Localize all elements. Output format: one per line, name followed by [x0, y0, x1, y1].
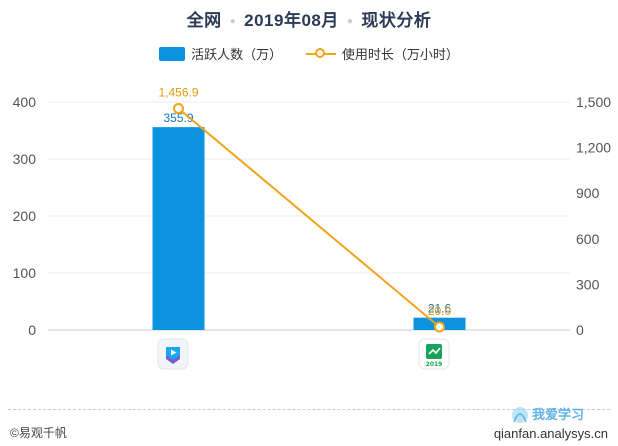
legend: 活跃人数（万） 使用时长（万小时） [0, 44, 618, 64]
green-app-icon: 2019 [418, 338, 450, 370]
watermark-logo: 我爱学习 [510, 402, 610, 428]
y-right-tick-label: 1,500 [576, 94, 611, 110]
y-right-tick-label: 300 [576, 276, 600, 292]
y-left-tick-label: 400 [13, 94, 37, 110]
line-data-label: 1,456.9 [158, 86, 198, 100]
legend-line-label: 使用时长（万小时） [341, 47, 459, 62]
title-part-2: 2019年08月 [244, 11, 339, 30]
video-app-icon [157, 338, 189, 370]
legend-bar-label: 活跃人数（万） [191, 47, 283, 62]
y-left-tick-label: 100 [13, 265, 37, 281]
line-point [173, 103, 184, 115]
title-part-3: 现状分析 [361, 11, 432, 30]
y-right-tick-label: 900 [576, 185, 600, 201]
title-separator-1: ● [229, 16, 237, 28]
legend-item-line[interactable]: 使用时长（万小时） [305, 44, 459, 63]
title-separator-2: ● [346, 16, 354, 28]
y-left-tick-label: 200 [13, 208, 37, 224]
bar-data-label: 21.6 [428, 302, 452, 316]
line-series [177, 107, 441, 328]
legend-item-bar[interactable]: 活跃人数（万） [159, 44, 282, 63]
line-data-label: 20.0 [428, 304, 452, 318]
chart-title: 全网 ● 2019年08月 ● 现状分析 [0, 6, 618, 31]
svg-text:我爱学习: 我爱学习 [532, 407, 584, 423]
bar [152, 127, 205, 331]
y-left-tick-label: 300 [13, 151, 37, 167]
footer-url[interactable]: qianfan.analysys.cn [493, 426, 608, 441]
y-left-tick-label: 0 [28, 322, 36, 338]
footer-copyright: ©易观千帆 [10, 426, 67, 440]
line-point [434, 321, 445, 333]
legend-line-swatch [305, 47, 336, 61]
footer-divider [8, 409, 610, 410]
y-right-tick-label: 1,200 [576, 140, 611, 156]
svg-text:2019: 2019 [426, 361, 443, 368]
y-right-tick-label: 600 [576, 231, 600, 247]
title-part-1: 全网 [186, 11, 222, 30]
y-right-tick-label: 0 [576, 322, 584, 338]
legend-bar-swatch [159, 46, 186, 61]
